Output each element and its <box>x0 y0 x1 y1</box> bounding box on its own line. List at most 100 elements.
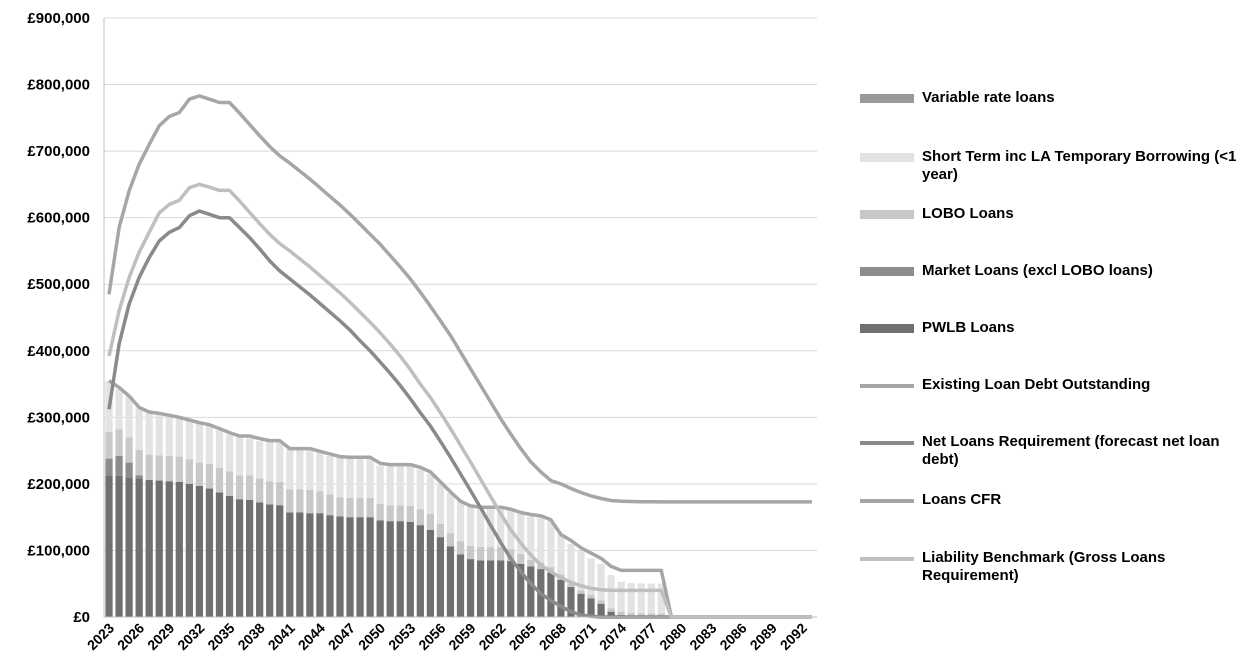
bar-segment <box>175 456 183 482</box>
bar-segment <box>276 442 284 482</box>
legend-label: Variable rate loans <box>922 89 1055 106</box>
bar-segment <box>205 463 214 489</box>
bar-segment <box>105 431 113 459</box>
bar-segment <box>326 494 334 516</box>
bar-segment <box>245 499 254 617</box>
bar-segment <box>175 481 183 617</box>
legend-swatch <box>860 267 914 276</box>
bar-segment <box>436 483 445 524</box>
bar-segment <box>296 449 304 490</box>
y-tick-label: £600,000 <box>27 210 90 227</box>
x-tick-label: 2086 <box>716 620 749 653</box>
bar-segment <box>205 488 214 617</box>
bar-segment <box>396 465 404 506</box>
x-tick-label: 2077 <box>626 620 659 653</box>
bar-segment <box>446 546 455 617</box>
bar-segment <box>356 457 364 498</box>
bar-segment <box>386 465 394 506</box>
bar-segment <box>587 595 595 599</box>
legend-item: LOBO Loans <box>860 205 1245 223</box>
bar-segment <box>617 581 625 612</box>
x-tick-label: 2083 <box>686 620 719 653</box>
bar-segment <box>276 505 284 617</box>
bar-segment <box>456 554 465 617</box>
bar-segment <box>657 613 665 617</box>
legend-label: LOBO Loans <box>922 205 1014 222</box>
bar-segment <box>456 541 465 555</box>
bar-segment <box>115 475 123 617</box>
bar-segment <box>356 517 364 617</box>
bar-segment <box>617 611 625 616</box>
bar-segment <box>637 613 645 617</box>
bar-segment <box>165 481 173 617</box>
x-tick-label: 2032 <box>174 620 207 653</box>
y-tick-label: £500,000 <box>27 276 90 293</box>
series-line <box>107 94 812 504</box>
bar-segment <box>557 579 565 617</box>
bar-segment <box>406 465 414 506</box>
bar-segment <box>577 590 585 594</box>
legend-swatch <box>860 499 914 503</box>
bar-segment <box>225 495 234 617</box>
bar-segment <box>215 492 224 617</box>
bar-segment <box>235 499 244 617</box>
stacked-bars <box>105 380 665 617</box>
bar-segment <box>567 583 575 588</box>
legend-swatch <box>860 384 914 388</box>
bar-segment <box>416 525 424 617</box>
bar-segment <box>436 523 445 538</box>
bar-segment <box>256 502 264 617</box>
bar-segment <box>386 505 394 522</box>
bar-segment <box>647 613 655 617</box>
bar-segment <box>346 457 354 498</box>
bar-segment <box>376 465 384 504</box>
x-tick-label: 2026 <box>114 620 147 653</box>
legend-swatch <box>860 94 914 103</box>
x-tick-label: 2071 <box>566 620 599 653</box>
bar-segment <box>476 560 485 617</box>
bar-segment <box>316 491 324 514</box>
legend-swatch <box>860 324 914 333</box>
y-tick-label: £300,000 <box>27 409 90 426</box>
bar-segment <box>647 583 655 614</box>
x-tick-label: 2044 <box>295 620 328 653</box>
x-tick-label: 2053 <box>385 620 418 653</box>
legend-item: Variable rate loans <box>860 89 1245 107</box>
bar-segment <box>627 613 635 617</box>
bar-segment <box>376 520 384 617</box>
bar-segment <box>607 608 615 612</box>
bar-segment <box>436 537 445 617</box>
bar-segment <box>326 455 334 495</box>
bar-segment <box>547 572 555 617</box>
bar-segment <box>125 477 133 617</box>
bar-segment <box>537 515 545 563</box>
bar-segment <box>487 560 495 617</box>
bar-segment <box>125 396 133 438</box>
bar-segment <box>547 520 555 568</box>
bar-segment <box>155 480 163 617</box>
y-tick-label: £800,000 <box>27 77 90 94</box>
bar-segment <box>105 458 113 476</box>
bar-segment <box>145 479 153 617</box>
legend-label: PWLB Loans <box>922 319 1015 336</box>
bar-segment <box>517 563 525 617</box>
bar-segment <box>306 489 314 514</box>
debt-chart: £0 £100,000 £200,000 £300,000 £400,000 £500,0… <box>27 10 817 653</box>
bar-segment <box>336 457 344 498</box>
bar-segment <box>587 598 595 617</box>
bar-segment <box>406 505 414 522</box>
bar-segment <box>637 583 645 614</box>
bar-segment <box>266 441 274 482</box>
bar-segment <box>627 583 635 614</box>
x-tick-label: 2038 <box>234 620 267 653</box>
bar-segment <box>446 533 455 547</box>
bar-segment <box>286 449 294 490</box>
bar-segment <box>105 475 113 617</box>
bar-segment <box>567 543 575 584</box>
axes <box>103 18 817 618</box>
bar-segment <box>316 451 324 492</box>
bar-segment <box>507 561 515 617</box>
bar-segment <box>125 437 133 463</box>
bar-segment <box>185 459 193 484</box>
x-tick-label: 2059 <box>445 620 478 653</box>
